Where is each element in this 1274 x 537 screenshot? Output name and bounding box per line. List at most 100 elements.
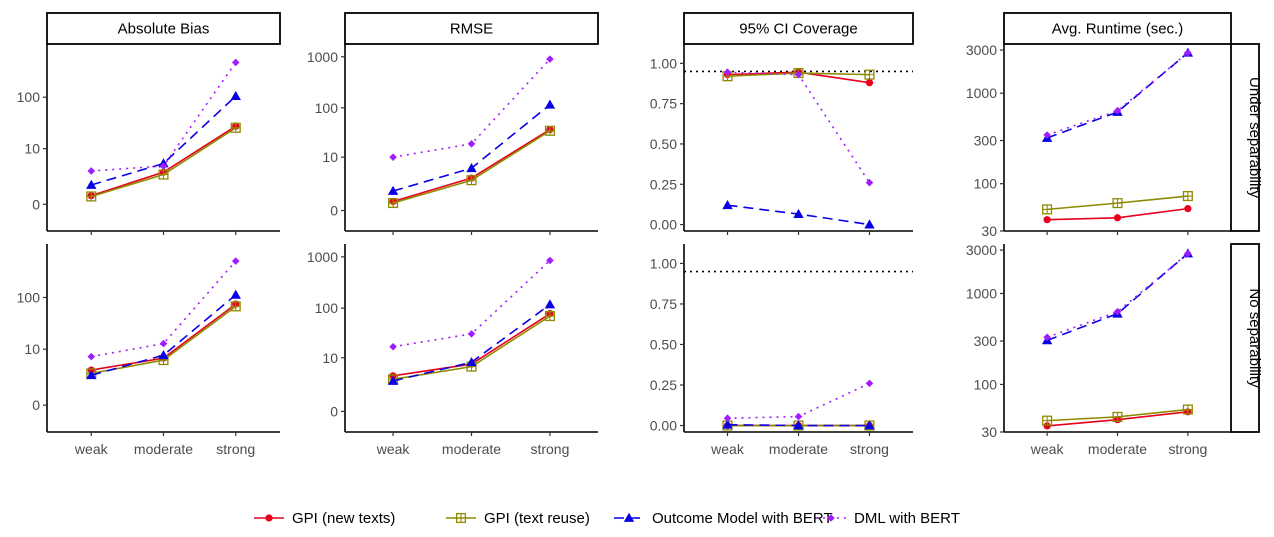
panel-under-separability-95-ci-coverage-series-gpi-new-texts-point-3 [865,79,874,87]
strip-label-avg-runtime-sec: Avg. Runtime (sec.) [1052,21,1183,38]
x-tick-label-moderate: moderate [134,441,193,457]
panel-under-separability-avg-runtime-sec-series-gpi-text-reuse-point-1 [1042,204,1053,215]
panel-under-separability-avg-runtime-sec-series-dml-with-bert-line [1046,52,1189,136]
x-tick-label-moderate: moderate [1088,441,1147,457]
panel-no-separability-rmse-series-dml-with-bert-point-2 [467,330,476,338]
panel-under-separability-absolute-bias-y-tick-label: 0 [32,196,40,212]
panel-no-separability-avg-runtime-sec-series-gpi-text-reuse-point-2-cross [1113,412,1122,422]
panel-no-separability-95-ci-coverage: 0.00 0.25 0.50 0.75 1.00 weak moderate strong [650,244,913,457]
panel-under-separability-absolute-bias-series-gpi-text-reuse-point-2-cross [159,170,168,179]
panel-under-separability-rmse-series-gpi-text-reuse-point-1-cross [388,198,398,208]
panel-no-separability-avg-runtime-sec-y-tick-label: 30 [981,424,997,440]
panel-under-separability-avg-runtime-sec-y-tick-label: 1000 [966,85,997,101]
panel-under-separability-95-ci-coverage-y-tick-label: 0.75 [650,96,677,112]
panel-under-separability-95-ci-coverage-series-dml-with-bert-point-2 [794,70,803,79]
panel-under-separability-avg-runtime-sec-series-dml-with-bert-point-1 [1043,131,1051,139]
panel-under-separability-avg-runtime-sec-series-outcome-model-with-bert-line [1046,52,1189,139]
panel-no-separability-rmse-series-dml-with-bert-point-3 [546,256,554,265]
strip-label-95-ci-coverage: 95% CI Coverage [739,21,857,38]
panel-under-separability-rmse-series-dml-with-bert-point-1 [389,153,397,161]
panel-no-separability-avg-runtime-sec-y-tick-label: 1000 [966,285,997,301]
x-tick-label-strong: strong [1168,441,1207,457]
legend-label-gpi-text-reuse: GPI (text reuse) [484,510,590,527]
panel-under-separability-rmse-series-dml-with-bert-point-3 [546,55,554,63]
panel-no-separability-95-ci-coverage-series-outcome-model-with-bert-point-3 [864,420,875,430]
legend-item-gpi-text-reuse: GPI (text reuse) [446,510,590,527]
panel-under-separability-avg-runtime-sec: 30 100 300 1000 3000 [966,42,1231,239]
panel-under-separability-rmse-series-gpi-text-reuse-point-3-cross [545,126,555,136]
strip-no-separability [1230,243,1260,433]
strip-absolute-bias [46,12,281,45]
x-tick-label-weak: weak [74,441,109,457]
panel-no-separability-absolute-bias-y-tick-label: 10 [24,341,40,357]
legend-marker-gpi-new-texts [265,514,273,522]
panel-no-separability-absolute-bias-y-tick-label: 100 [17,289,41,305]
x-tick-label-moderate: moderate [442,441,501,457]
panel-under-separability-avg-runtime-sec-series-gpi-text-reuse-point-3-cross [1183,191,1193,201]
panel-under-separability-rmse-series-outcome-model-with-bert-point-2 [466,162,477,173]
panel-under-separability-rmse-series-gpi-text-reuse-point-2 [466,175,477,186]
panel-under-separability-rmse-y-tick-label: 1000 [307,49,338,65]
panel-under-separability-absolute-bias-series-gpi-text-reuse-point-3-cross [231,123,241,133]
x-tick-label-strong: strong [850,441,889,457]
panel-no-separability-95-ci-coverage-series-outcome-model-with-bert-point-1 [722,419,733,429]
panel-no-separability-avg-runtime-sec: 30 100 300 1000 3000 weak moderate strong [966,242,1231,457]
panel-under-separability-rmse-series-outcome-model-with-bert-point-1 [387,185,399,195]
x-tick-label-moderate: moderate [769,441,828,457]
panel-under-separability-95-ci-coverage-y-tick-label: 0.50 [650,136,677,152]
panel-under-separability-95-ci-coverage-series-outcome-model-with-bert-point-1 [722,200,733,210]
panel-no-separability-rmse: 0 10 100 1000 weak moderate strong [307,244,598,457]
panel-no-separability-absolute-bias-series-dml-with-bert-point-3 [231,257,240,265]
panel-no-separability-95-ci-coverage-y-tick-label: 0.75 [650,296,677,312]
panel-under-separability-absolute-bias-series-gpi-text-reuse-point-1 [86,191,97,202]
legend-item-outcome-model-with-bert: Outcome Model with BERT [614,510,833,527]
panel-under-separability-avg-runtime-sec-series-gpi-text-reuse-point-2 [1112,198,1123,209]
legend-label-dml-with-bert: DML with BERT [854,510,960,527]
panel-no-separability-rmse-series-outcome-model-with-bert-point-3 [544,299,556,309]
strip-label-rmse: RMSE [450,21,493,38]
panel-under-separability-rmse-y-tick-label: 0 [330,203,338,219]
panel-under-separability-absolute-bias-series-outcome-model-with-bert-point-1 [86,179,97,189]
panel-under-separability-95-ci-coverage-series-dml-with-bert-point-3 [865,178,874,187]
panel-under-separability-absolute-bias-series-dml-with-bert-point-1 [87,167,96,175]
panel-under-separability-absolute-bias-series-gpi-text-reuse-point-1-cross [86,192,96,201]
panel-no-separability-95-ci-coverage-series-dml-with-bert-point-3 [865,379,874,388]
panel-no-separability-rmse-y-tick-label: 10 [322,350,338,366]
panel-under-separability-avg-runtime-sec-y-tick-label: 30 [981,223,997,239]
panel-no-separability-rmse-y-tick-label: 0 [330,403,338,419]
panel-no-separability-95-ci-coverage-y-tick-label: 0.25 [650,377,677,393]
panel-no-separability-avg-runtime-sec-series-gpi-text-reuse-point-3-cross [1183,405,1193,414]
panel-under-separability-95-ci-coverage-series-gpi-text-reuse-point-3-cross [865,70,874,80]
panel-no-separability-avg-runtime-sec-y-tick-label: 300 [974,333,998,349]
panel-under-separability-95-ci-coverage-series-dml-with-bert-point-1 [723,68,732,77]
panel-under-separability-absolute-bias-series-gpi-text-reuse-point-2 [158,169,169,180]
panel-no-separability-absolute-bias-series-dml-with-bert-point-1 [87,352,96,361]
panel-no-separability-avg-runtime-sec-series-dml-with-bert-point-1 [1043,333,1051,342]
panel-no-separability-rmse-series-dml-with-bert-point-1 [389,342,397,351]
panel-no-separability-avg-runtime-sec-series-gpi-text-reuse-point-2 [1112,411,1123,422]
strip-under-separability [1230,43,1260,232]
x-tick-label-strong: strong [216,441,255,457]
strip-label-absolute-bias: Absolute Bias [118,21,210,38]
panel-no-separability-absolute-bias-y-tick-label: 0 [32,397,40,413]
panel-no-separability-avg-runtime-sec-series-dml-with-bert-line [1046,252,1189,339]
panel-no-separability-absolute-bias-series-outcome-model-with-bert-point-2 [158,350,169,360]
panel-no-separability-absolute-bias-series-outcome-model-with-bert-line [91,294,237,377]
panel-under-separability-95-ci-coverage-series-dml-with-bert-line [727,71,871,184]
panel-no-separability-avg-runtime-sec-y-tick-label: 100 [974,376,998,392]
panel-no-separability-absolute-bias-series-dml-with-bert-point-2 [159,339,168,348]
panel-under-separability-avg-runtime-sec-y-tick-label: 3000 [966,42,997,58]
panel-no-separability-95-ci-coverage-y-tick-label: 0.00 [650,418,677,434]
panel-under-separability-95-ci-coverage-series-outcome-model-with-bert-point-3 [864,219,875,229]
panel-under-separability-avg-runtime-sec-series-gpi-new-texts-point-1 [1043,216,1051,224]
panel-under-separability-absolute-bias-series-dml-with-bert-point-2 [159,162,168,170]
panel-under-separability-absolute-bias-series-outcome-model-with-bert-point-3 [230,90,241,100]
panel-under-separability-95-ci-coverage-y-tick-label: 0.00 [650,217,677,233]
legend-item-dml-with-bert: DML with BERT [816,510,960,527]
legend-marker-gpi-text-reuse-cross [456,513,466,523]
legend-item-gpi-new-texts: GPI (new texts) [254,510,395,527]
panel-no-separability-rmse-series-outcome-model-with-bert-point-2 [466,357,477,367]
panel-under-separability-rmse-series-gpi-text-reuse-point-2-cross [467,175,476,185]
panel-no-separability-absolute-bias-series-gpi-text-reuse-point-3 [230,301,241,312]
panel-under-separability-rmse-series-gpi-text-reuse-point-1 [388,197,399,209]
